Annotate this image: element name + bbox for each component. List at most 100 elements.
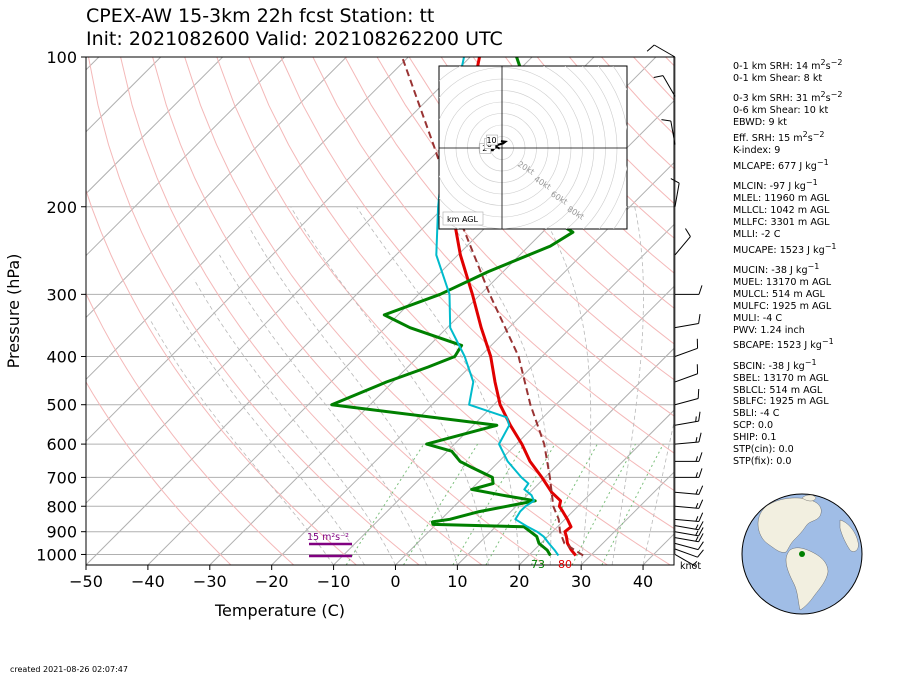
isotherm-line [86, 57, 409, 381]
dry-adiabat [344, 57, 674, 417]
wind-barb [674, 388, 700, 406]
moist-adiabat [248, 227, 458, 565]
wind-barb [674, 521, 704, 531]
parameter-line: 0-3 km SRH: 31 m2s−2 [733, 90, 843, 105]
barb-staff [674, 183, 680, 207]
barb-staff [670, 120, 676, 145]
parameter-line: MLCIN: -97 J kg−1 [733, 178, 818, 193]
barb-flag [698, 512, 704, 522]
x-axis-label: Temperature (C) [214, 601, 345, 620]
axis-ticks: −50 −40 −30 −20 −10 0 10 20 30 40 100 200 300 400 500 6… [36, 48, 653, 591]
parameter-line: MUEL: 13170 m AGL [733, 276, 832, 288]
parameter-line: SHIP: 0.1 [733, 432, 777, 444]
wind-barb [674, 314, 701, 329]
wind-units-label: knot [680, 561, 701, 572]
isotherm-line [580, 471, 674, 565]
isotherm-line [86, 57, 223, 195]
barb-staff [674, 347, 698, 357]
mixing-ratio-line [345, 443, 425, 565]
y-tick-label: 200 [46, 198, 77, 217]
mixing-ratio-line [601, 443, 664, 565]
wind-barb [674, 228, 691, 256]
y-tick-label: 1000 [36, 545, 77, 564]
barb-staff [674, 322, 699, 329]
barb-staff [653, 44, 676, 58]
x-tick-label: 40 [633, 572, 653, 591]
parameter-line: MULI: -4 C [733, 312, 783, 324]
parameter-line: SBCIN: -38 J kg−1 [733, 357, 817, 372]
barb-staff [674, 441, 699, 445]
temperature-surface-label: 80 [558, 558, 572, 571]
y-axis-label: Pressure (hPa) [4, 254, 23, 369]
x-tick-label: 20 [509, 572, 529, 591]
isotherm-line [395, 285, 674, 565]
barb-half-flag [695, 524, 699, 530]
moist-adiabat [171, 301, 365, 565]
wind-barb [674, 485, 704, 495]
wind-barb [674, 364, 699, 383]
y-tick-label: 100 [46, 48, 77, 67]
x-tick-label: −40 [131, 572, 165, 591]
wind-barb [661, 119, 676, 145]
dewpoint-surface-label: 73 [531, 558, 545, 571]
wind-barb [674, 533, 704, 543]
parameter-line: SBEL: 13170 m AGL [733, 372, 829, 384]
y-tick-label: 900 [46, 523, 77, 542]
wind-barb [674, 554, 698, 567]
barb-flag [698, 432, 702, 443]
barb-flag [697, 388, 700, 399]
parameter-line: 0-1 km Shear: 8 kt [733, 73, 823, 85]
barb-staff [674, 548, 698, 558]
srh-bar-label: 15 m²s⁻² [307, 532, 349, 543]
y-tick-label: 500 [46, 396, 77, 415]
mixing-ratio-line [452, 443, 525, 565]
chart-title-line2: Init: 2021082600 Valid: 202108262200 UTC [86, 28, 503, 50]
x-tick-label: 0 [390, 572, 400, 591]
dry-adiabat [376, 57, 674, 381]
dry-adiabat [408, 57, 674, 345]
wind-barb [675, 468, 703, 478]
barb-half-flag [695, 472, 698, 478]
isotherm-line [86, 57, 162, 133]
barb-staff [674, 373, 698, 383]
wind-barb [674, 338, 699, 357]
isotherm-line [209, 100, 674, 565]
parameter-line: K-index: 9 [733, 145, 781, 156]
africa-edge-landmass [839, 519, 859, 552]
barb-flag [698, 485, 704, 495]
moist-adiabat [611, 206, 644, 565]
isotherm-line [518, 409, 674, 565]
dry-adiabat [280, 57, 674, 492]
parameter-line: SBCAPE: 1523 J kg−1 [733, 337, 834, 352]
hodograph-legend: km AGL [447, 215, 479, 224]
wind-barb [675, 285, 703, 295]
dry-adiabat [86, 292, 295, 565]
wetbulb-profile [435, 57, 560, 557]
north-america-landmass [757, 497, 822, 553]
x-tick-label: −20 [255, 572, 289, 591]
barb-flag [698, 533, 704, 543]
x-tick-label: 10 [447, 572, 467, 591]
barb-half-flag [695, 516, 699, 522]
barb-half-flag [695, 437, 698, 443]
isotherm-line [86, 57, 471, 442]
barb-flag [685, 228, 691, 237]
parameter-line: MULCL: 514 m AGL [733, 288, 825, 300]
y-tick-label: 600 [46, 435, 77, 454]
wind-barb [674, 541, 704, 551]
barb-flag [653, 75, 664, 78]
parameter-line: MLLI: -2 C [733, 228, 781, 240]
parameter-line: MLLCL: 1042 m AGL [733, 205, 830, 216]
wind-barb [670, 178, 680, 207]
barb-staff [674, 518, 699, 522]
wind-barb [674, 432, 702, 445]
globe-locator-map [741, 493, 863, 615]
mixing-ratio-line [571, 443, 636, 565]
dry-adiabat [152, 57, 545, 565]
y-tick-label: 300 [46, 285, 77, 304]
hodograph-inset: 20kt40kt60kt80kt2610km AGL [438, 65, 628, 230]
sounding-parameters: 0-1 km SRH: 14 m2s−2 0-1 km Shear: 8 kt 0-… [733, 57, 842, 468]
dry-adiabat [472, 57, 674, 274]
barb-flag [696, 364, 699, 374]
barb-flag [698, 452, 703, 462]
